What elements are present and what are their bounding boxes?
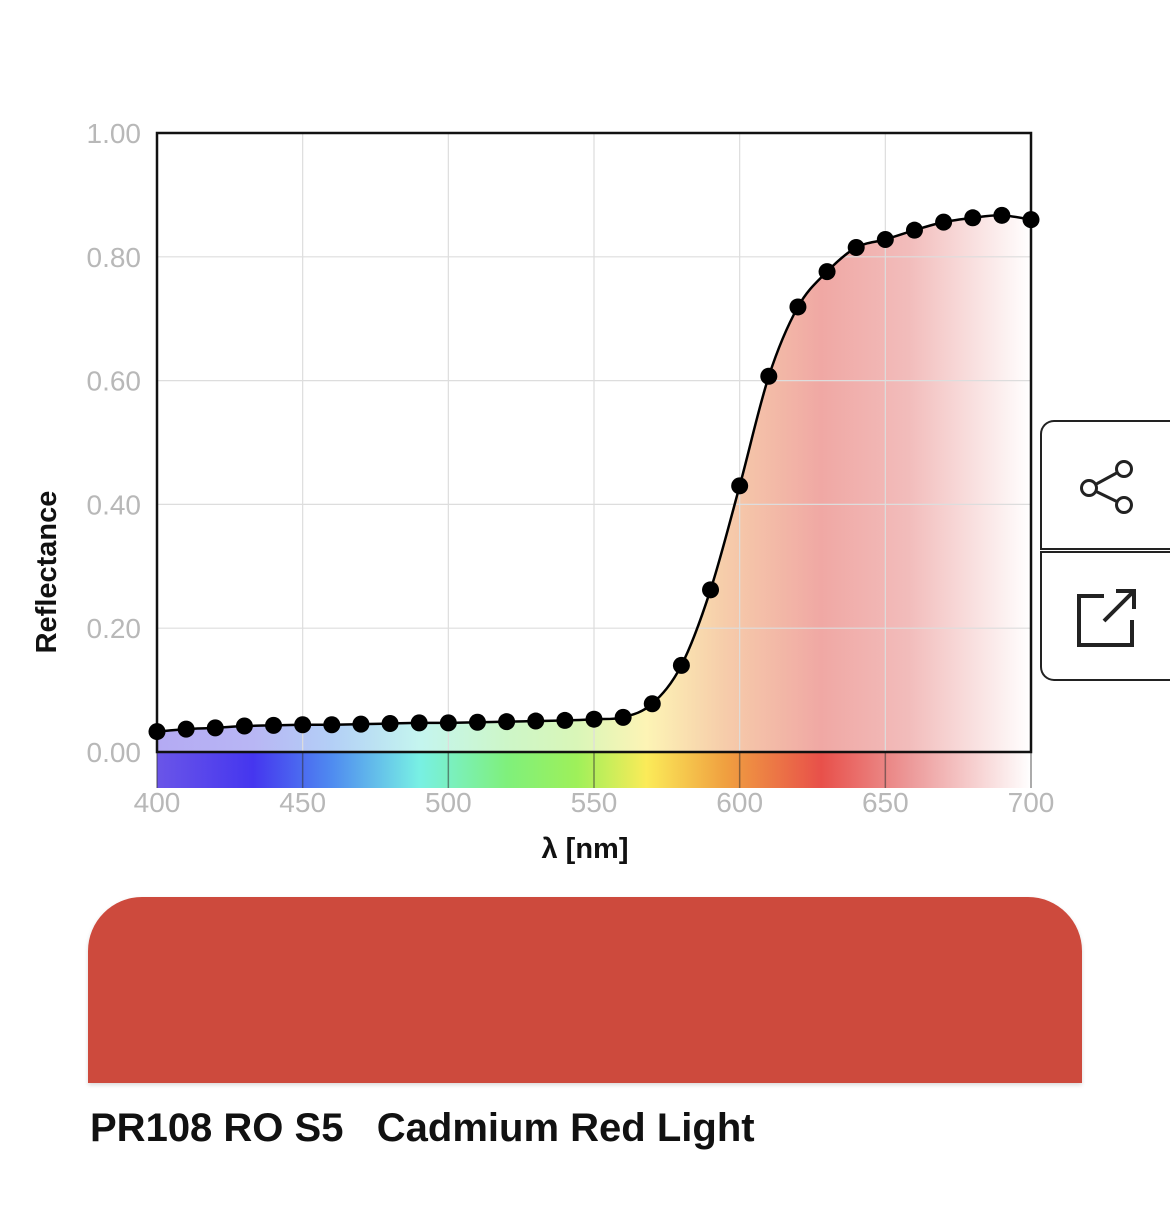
data-point xyxy=(352,715,370,733)
y-axis-label: Reflectance xyxy=(31,491,63,654)
data-point xyxy=(556,711,574,729)
share-button[interactable] xyxy=(1040,420,1170,550)
data-point xyxy=(964,209,982,227)
plot-frame xyxy=(155,131,1033,754)
open-external-button[interactable] xyxy=(1040,551,1170,681)
data-point xyxy=(847,239,865,257)
data-point xyxy=(818,263,836,281)
x-tick-label: 550 xyxy=(571,787,618,818)
y-tick-label: 0.20 xyxy=(87,613,142,644)
data-point xyxy=(585,710,603,728)
data-point xyxy=(789,298,807,316)
x-tick-label: 400 xyxy=(134,787,181,818)
data-point xyxy=(498,713,516,731)
data-point xyxy=(935,213,953,231)
external-link-icon xyxy=(1077,589,1136,647)
x-tick-label: 450 xyxy=(279,787,326,818)
data-point xyxy=(993,206,1011,224)
data-point xyxy=(614,708,632,726)
spectrum-tick-marks xyxy=(156,753,1032,788)
data-point xyxy=(760,367,778,385)
x-tick-labels: 400 450 500 550 600 650 700 xyxy=(134,787,1055,818)
data-point xyxy=(148,723,166,741)
data-points xyxy=(148,206,1040,741)
pigment-name: PR108 RO S5 Cadmium Red Light xyxy=(90,1106,755,1150)
data-point xyxy=(731,477,749,495)
data-point xyxy=(323,716,341,734)
data-point xyxy=(643,695,661,713)
color-swatch xyxy=(88,897,1082,1083)
x-tick-label: 600 xyxy=(716,787,763,818)
x-tick-label: 700 xyxy=(1008,787,1055,818)
data-point xyxy=(206,719,224,737)
data-point xyxy=(1022,211,1040,229)
data-point xyxy=(672,656,690,674)
y-tick-labels: 0.00 0.20 0.40 0.60 0.80 1.00 xyxy=(87,118,142,768)
data-point xyxy=(876,230,894,248)
y-tick-label: 1.00 xyxy=(87,118,142,149)
reflectance-area-fill xyxy=(157,215,1031,753)
data-point xyxy=(702,581,720,599)
data-point xyxy=(410,714,428,732)
data-point xyxy=(468,713,486,731)
y-tick-label: 0.60 xyxy=(87,366,142,397)
y-tick-label: 0.00 xyxy=(87,737,142,768)
data-point xyxy=(294,716,312,734)
data-point xyxy=(235,717,253,735)
reflectance-chart: 0.00 0.20 0.40 0.60 0.80 1.00 400 450 500 550 600… xyxy=(31,118,1055,865)
data-point xyxy=(265,716,283,734)
x-tick-label: 650 xyxy=(862,787,909,818)
y-tick-label: 0.40 xyxy=(87,489,142,520)
share-icon xyxy=(1080,460,1133,514)
data-point xyxy=(177,720,195,738)
data-point xyxy=(439,714,457,732)
data-point xyxy=(527,712,545,730)
x-tick-label: 500 xyxy=(425,787,472,818)
y-tick-label: 0.80 xyxy=(87,242,142,273)
data-point xyxy=(381,715,399,733)
data-point xyxy=(905,221,923,239)
x-axis-label: λ [nm] xyxy=(542,833,629,865)
